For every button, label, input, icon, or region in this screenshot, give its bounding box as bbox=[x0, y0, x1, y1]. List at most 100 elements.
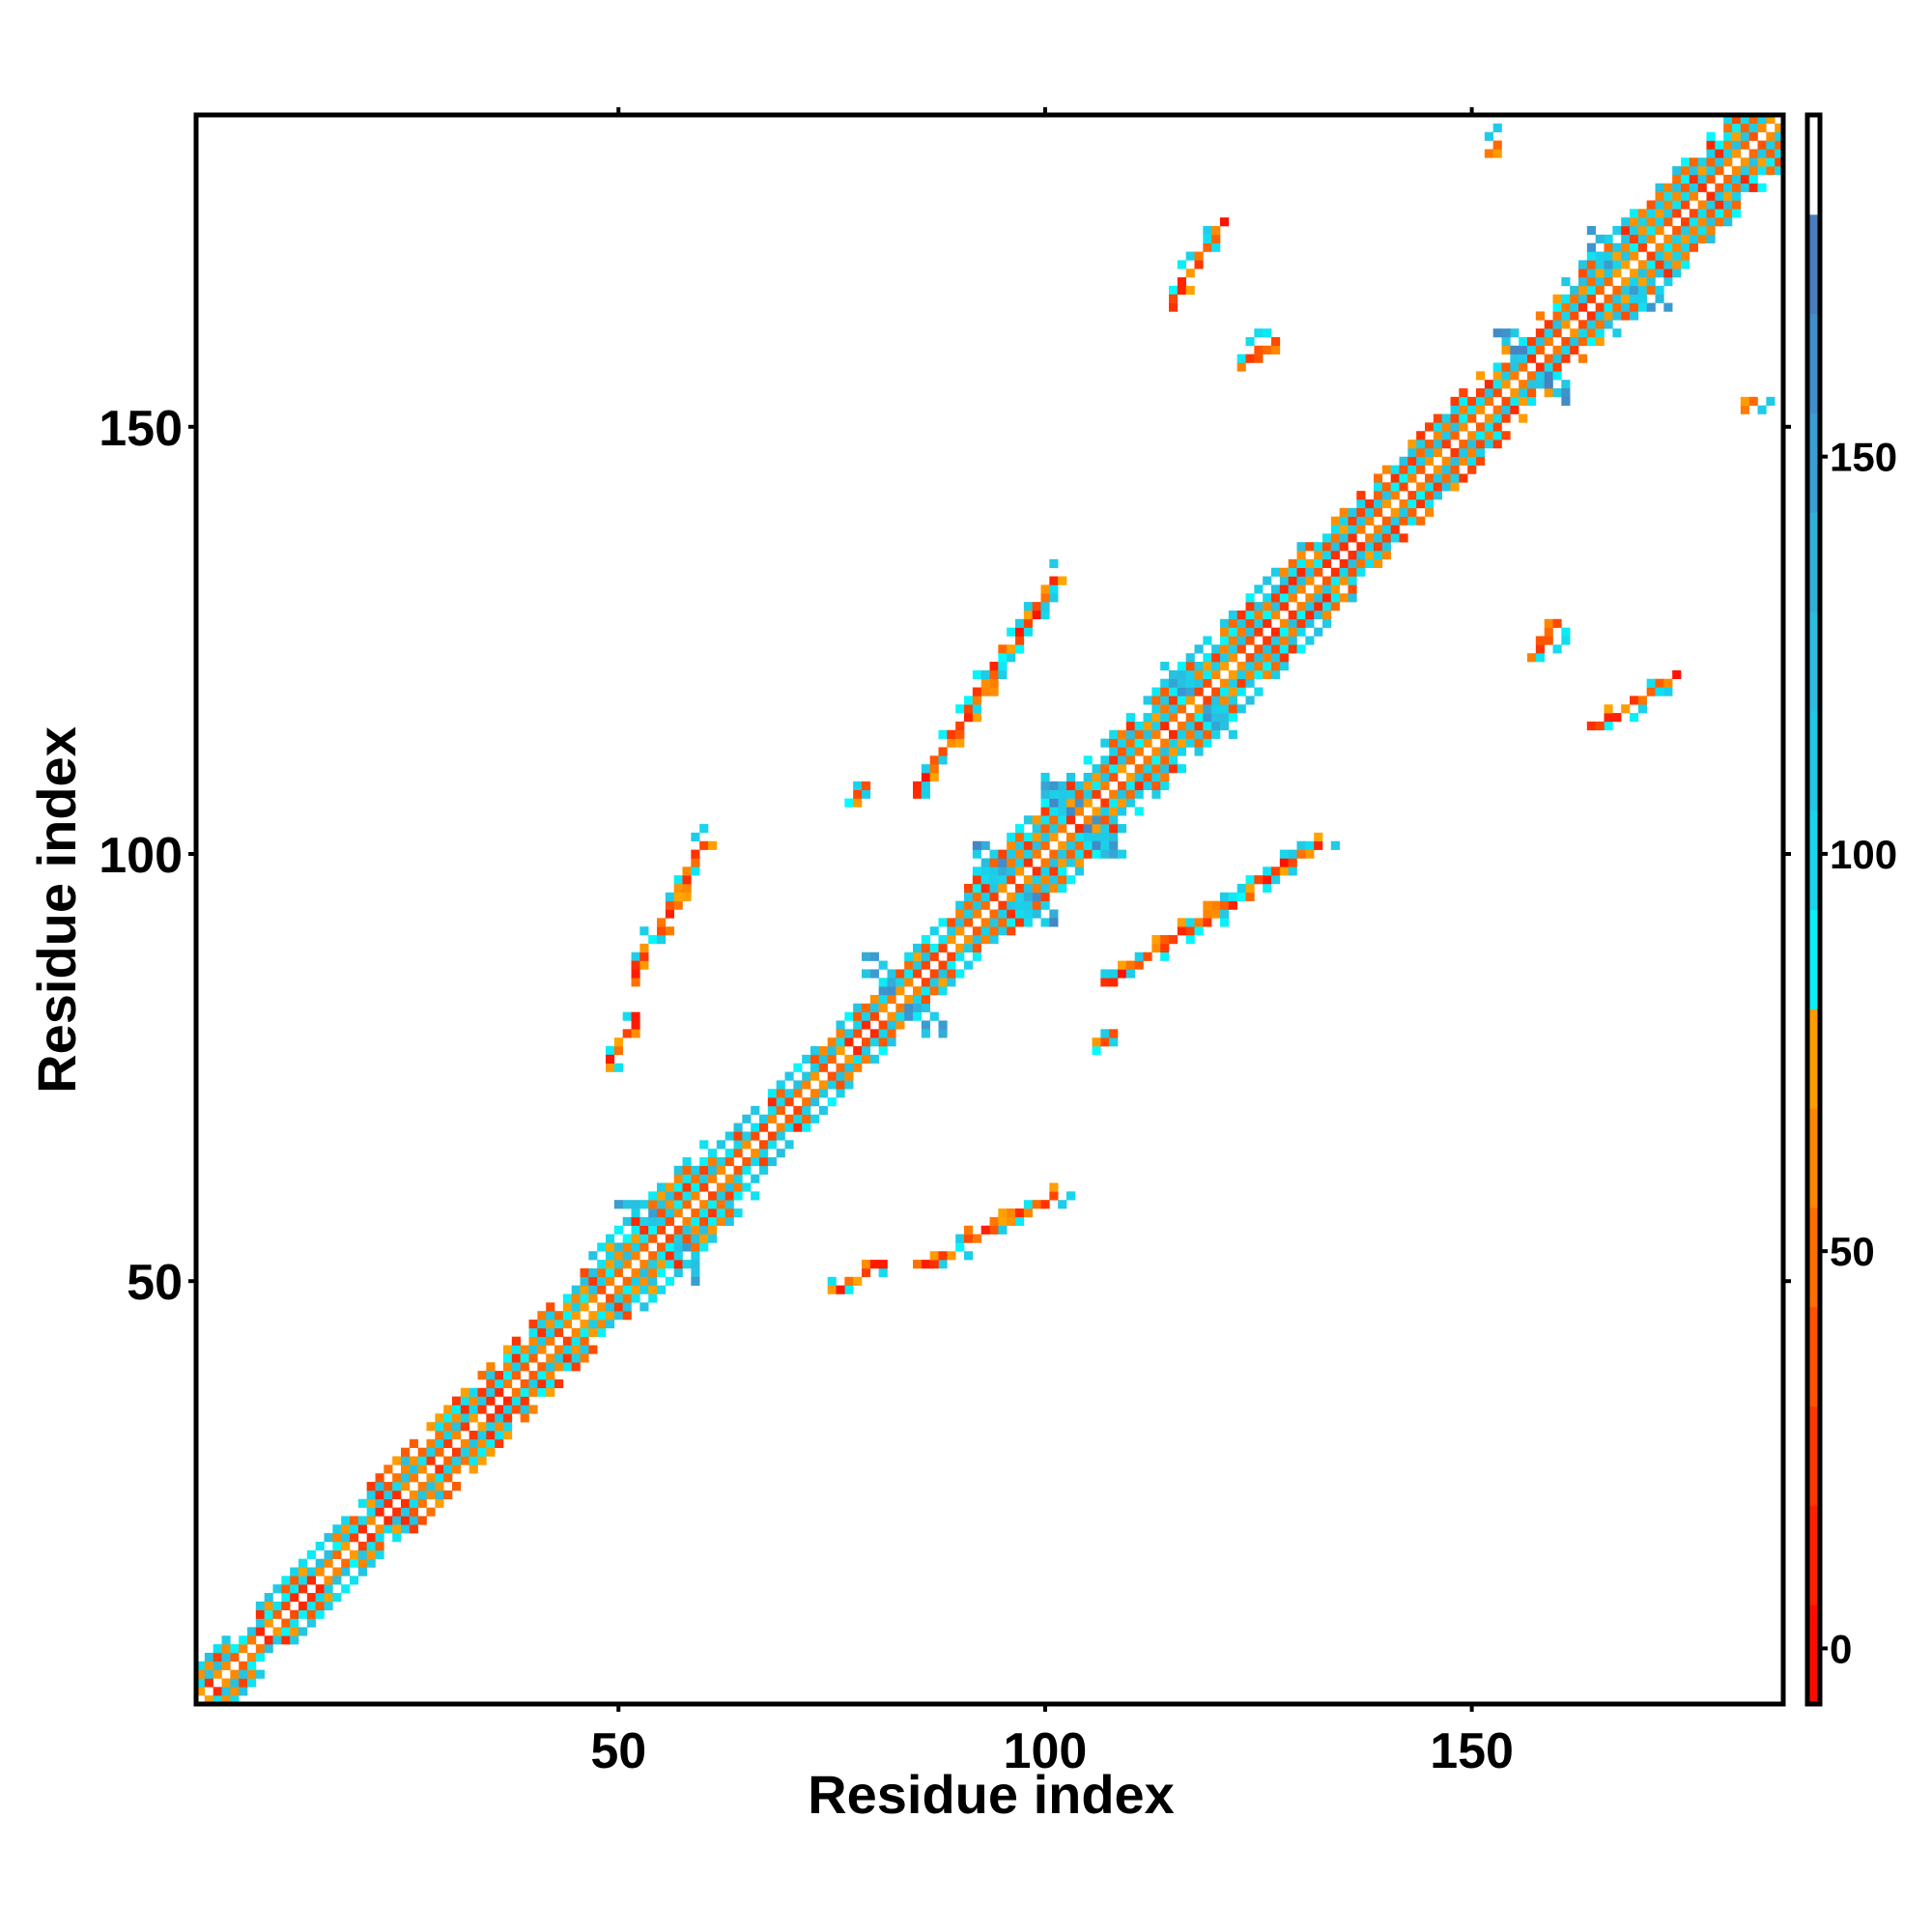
heatmap-cell bbox=[1074, 781, 1084, 790]
heatmap-cell bbox=[1492, 140, 1502, 150]
heatmap-cell bbox=[929, 986, 939, 996]
heatmap-cell bbox=[733, 1122, 743, 1132]
heatmap-cell bbox=[221, 1644, 231, 1654]
heatmap-cell bbox=[1655, 678, 1664, 688]
heatmap-cell bbox=[1040, 798, 1050, 808]
heatmap-cell bbox=[597, 1311, 607, 1321]
heatmap-cell bbox=[469, 1447, 478, 1457]
heatmap-cell bbox=[1074, 849, 1084, 859]
heatmap-cell bbox=[810, 1097, 820, 1107]
heatmap-cell bbox=[239, 1678, 248, 1688]
heatmap-cell bbox=[1552, 644, 1562, 654]
heatmap-cell bbox=[938, 729, 948, 739]
heatmap-cell bbox=[247, 1678, 257, 1688]
heatmap-cell bbox=[1271, 610, 1281, 620]
heatmap-cell bbox=[1519, 345, 1528, 355]
heatmap-cell bbox=[1245, 669, 1255, 680]
heatmap-cell bbox=[239, 1661, 248, 1670]
heatmap-cell bbox=[1314, 832, 1323, 842]
heatmap-cell bbox=[324, 1584, 333, 1594]
heatmap-cell bbox=[929, 1011, 939, 1021]
heatmap-cell bbox=[1374, 542, 1383, 552]
heatmap-cell bbox=[1595, 311, 1605, 321]
heatmap-cell bbox=[606, 1251, 615, 1261]
heatmap-cell bbox=[1552, 618, 1562, 628]
heatmap-cell bbox=[1715, 140, 1724, 150]
heatmap-cell bbox=[435, 1447, 444, 1457]
heatmap-cell bbox=[1322, 533, 1332, 543]
heatmap-cell bbox=[921, 764, 930, 774]
heatmap-cell bbox=[836, 1071, 845, 1081]
heatmap-cell bbox=[1706, 157, 1716, 167]
heatmap-cell bbox=[1612, 242, 1622, 252]
heatmap-cell bbox=[810, 1089, 820, 1098]
heatmap-cell bbox=[929, 764, 939, 774]
heatmap-cell bbox=[1766, 131, 1776, 141]
heatmap-cell bbox=[1706, 191, 1716, 201]
heatmap-cell bbox=[1740, 405, 1749, 414]
heatmap-cell bbox=[1314, 542, 1323, 552]
heatmap-cell bbox=[1160, 952, 1170, 961]
heatmap-cell bbox=[1169, 678, 1179, 688]
heatmap-cell bbox=[375, 1507, 384, 1517]
heatmap-cell bbox=[1586, 328, 1596, 338]
heatmap-cell bbox=[1348, 584, 1357, 594]
heatmap-cell bbox=[862, 1020, 871, 1030]
heatmap-cell bbox=[1748, 123, 1758, 132]
heatmap-cell bbox=[486, 1430, 496, 1440]
heatmap-cell bbox=[836, 1020, 845, 1030]
heatmap-cell bbox=[1535, 311, 1545, 321]
heatmap-cell bbox=[537, 1320, 547, 1329]
heatmap-cell bbox=[1194, 738, 1204, 748]
heatmap-cell bbox=[1271, 345, 1281, 355]
heatmap-cell bbox=[1697, 166, 1707, 176]
heatmap-cell bbox=[1552, 371, 1562, 381]
heatmap-cell bbox=[964, 935, 974, 945]
heatmap-cell bbox=[998, 1216, 1008, 1227]
heatmap-cell bbox=[1236, 678, 1246, 688]
heatmap-cell bbox=[1416, 465, 1426, 474]
heatmap-cell bbox=[1492, 422, 1502, 432]
heatmap-cell bbox=[1263, 576, 1272, 585]
heatmap-cell bbox=[1220, 900, 1230, 910]
heatmap-cell bbox=[554, 1345, 564, 1354]
heatmap-cell bbox=[486, 1438, 496, 1448]
heatmap-cell bbox=[921, 943, 930, 953]
heatmap-cell bbox=[597, 1276, 607, 1286]
heatmap-cell bbox=[1450, 396, 1460, 406]
heatmap-cell bbox=[1211, 644, 1221, 654]
heatmap-cell bbox=[546, 1336, 555, 1346]
heatmap-cell bbox=[1296, 551, 1306, 560]
heatmap-cell bbox=[682, 867, 692, 876]
heatmap-cell bbox=[998, 918, 1008, 927]
heatmap-cell bbox=[998, 875, 1008, 885]
heatmap-cell bbox=[989, 687, 999, 696]
heatmap-cell bbox=[1561, 636, 1571, 645]
heatmap-cell bbox=[1621, 302, 1631, 312]
heatmap-cell bbox=[673, 883, 683, 894]
heatmap-cell bbox=[938, 1029, 948, 1038]
heatmap-cell bbox=[1279, 653, 1289, 663]
heatmap-cell bbox=[1203, 225, 1212, 236]
heatmap-cell bbox=[1245, 602, 1255, 611]
heatmap-cell bbox=[989, 678, 999, 688]
heatmap-cell bbox=[341, 1541, 351, 1551]
heatmap-cell bbox=[1706, 166, 1716, 176]
heatmap-cell bbox=[264, 1644, 273, 1654]
heatmap-cell bbox=[528, 1320, 538, 1329]
heatmap-cell bbox=[546, 1353, 555, 1363]
heatmap-cell bbox=[1544, 388, 1553, 398]
heatmap-cell bbox=[1416, 440, 1426, 449]
heatmap-cell bbox=[1484, 440, 1493, 449]
heatmap-cell bbox=[580, 1276, 589, 1286]
heatmap-cell bbox=[802, 1080, 811, 1090]
heatmap-cell bbox=[1177, 721, 1186, 731]
heatmap-cell bbox=[503, 1413, 513, 1423]
heatmap-cell bbox=[1374, 525, 1383, 534]
heatmap-cell bbox=[324, 1576, 333, 1585]
heatmap-cell bbox=[1706, 234, 1716, 243]
heatmap-cell bbox=[1381, 516, 1391, 526]
heatmap-cell bbox=[1203, 918, 1212, 927]
heatmap-cell bbox=[648, 1251, 658, 1261]
heatmap-cell bbox=[366, 1558, 376, 1568]
